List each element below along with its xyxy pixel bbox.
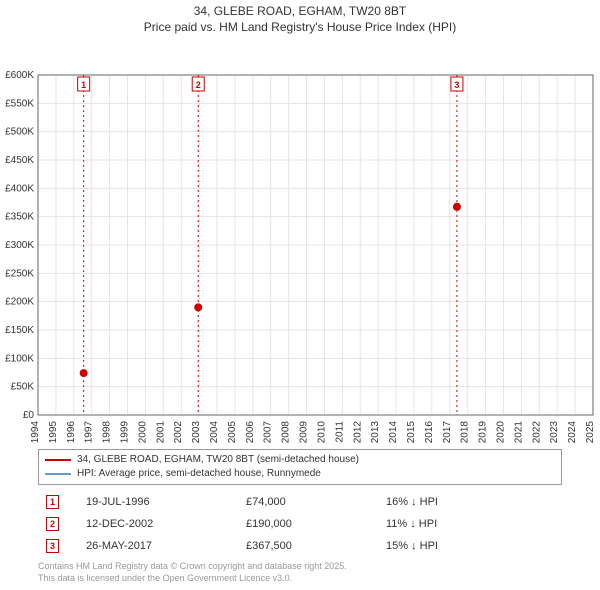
event-date: 19-JUL-1996 — [78, 491, 238, 513]
footer-line-1: Contains HM Land Registry data © Crown c… — [38, 561, 562, 573]
svg-text:2000: 2000 — [137, 421, 148, 444]
event-price: £367,500 — [238, 535, 378, 557]
legend-label-property: 34, GLEBE ROAD, EGHAM, TW20 8BT (semi-de… — [77, 453, 359, 467]
svg-text:1: 1 — [81, 80, 86, 90]
event-row: 1 19-JUL-1996£74,00016% ↓ HPI — [38, 491, 562, 513]
legend-box: 34, GLEBE ROAD, EGHAM, TW20 8BT (semi-de… — [38, 449, 562, 485]
svg-text:2025: 2025 — [585, 421, 596, 444]
svg-text:3: 3 — [454, 80, 459, 90]
svg-text:2004: 2004 — [209, 421, 220, 444]
price-chart: £0 £50K £100K £150K £200K £250K £300K £350K £400… — [0, 35, 600, 445]
svg-text:2008: 2008 — [281, 421, 292, 444]
title-block: 34, GLEBE ROAD, EGHAM, TW20 8BT Price pa… — [0, 0, 600, 35]
svg-text:2005: 2005 — [227, 421, 238, 444]
svg-text:1994: 1994 — [30, 421, 41, 444]
svg-text:1997: 1997 — [84, 421, 95, 444]
svg-text:2014: 2014 — [388, 421, 399, 444]
svg-text:2018: 2018 — [460, 421, 471, 444]
svg-text:£250K: £250K — [5, 269, 34, 280]
svg-text:2007: 2007 — [263, 421, 274, 444]
svg-text:2021: 2021 — [513, 421, 524, 444]
svg-text:2013: 2013 — [370, 421, 381, 444]
event-date: 12-DEC-2002 — [78, 513, 238, 535]
svg-text:£400K: £400K — [5, 184, 34, 195]
svg-text:2023: 2023 — [549, 421, 560, 444]
title-line-2: Price paid vs. HM Land Registry's House … — [0, 20, 600, 36]
svg-text:£550K: £550K — [5, 99, 34, 110]
events-table: 1 19-JUL-1996£74,00016% ↓ HPI 2 12-DEC-2002… — [38, 491, 562, 557]
event-hpi-diff: 11% ↓ HPI — [378, 513, 562, 535]
event-price: £190,000 — [238, 513, 378, 535]
svg-text:1996: 1996 — [66, 421, 77, 444]
svg-text:1995: 1995 — [48, 421, 59, 444]
svg-text:2001: 2001 — [155, 421, 166, 444]
svg-text:£500K: £500K — [5, 127, 34, 138]
svg-text:2006: 2006 — [245, 421, 256, 444]
svg-text:£300K: £300K — [5, 240, 34, 251]
svg-text:2016: 2016 — [424, 421, 435, 444]
svg-text:2022: 2022 — [531, 421, 542, 444]
event-row: 2 12-DEC-2002£190,00011% ↓ HPI — [38, 513, 562, 535]
svg-text:2011: 2011 — [334, 421, 345, 443]
svg-text:2012: 2012 — [352, 421, 363, 444]
svg-text:2003: 2003 — [191, 421, 202, 444]
event-marker: 3 — [46, 539, 59, 553]
svg-text:2: 2 — [196, 80, 201, 90]
event-hpi-diff: 16% ↓ HPI — [378, 491, 562, 513]
svg-text:2010: 2010 — [316, 421, 327, 444]
legend-swatch-property — [45, 459, 71, 461]
legend-swatch-hpi — [45, 473, 71, 475]
svg-text:£450K: £450K — [5, 155, 34, 166]
event-hpi-diff: 15% ↓ HPI — [378, 535, 562, 557]
svg-text:2009: 2009 — [299, 421, 310, 444]
footer-line-2: This data is licensed under the Open Gov… — [38, 573, 562, 585]
svg-text:1998: 1998 — [102, 421, 113, 444]
event-price: £74,000 — [238, 491, 378, 513]
svg-text:£150K: £150K — [5, 325, 34, 336]
svg-text:£100K: £100K — [5, 354, 34, 365]
event-marker: 1 — [46, 495, 59, 509]
svg-text:2017: 2017 — [442, 421, 453, 444]
svg-text:£200K: £200K — [5, 297, 34, 308]
footer-note: Contains HM Land Registry data © Crown c… — [38, 561, 562, 584]
event-row: 3 26-MAY-2017£367,50015% ↓ HPI — [38, 535, 562, 557]
svg-text:£350K: £350K — [5, 212, 34, 223]
svg-text:£0: £0 — [23, 410, 35, 421]
svg-text:2002: 2002 — [173, 421, 184, 444]
svg-text:2019: 2019 — [478, 421, 489, 444]
legend-label-hpi: HPI: Average price, semi-detached house,… — [77, 467, 321, 481]
legend-row-property: 34, GLEBE ROAD, EGHAM, TW20 8BT (semi-de… — [45, 453, 555, 467]
svg-text:£600K: £600K — [5, 70, 34, 81]
event-marker: 2 — [46, 517, 59, 531]
svg-text:2015: 2015 — [406, 421, 417, 444]
title-line-1: 34, GLEBE ROAD, EGHAM, TW20 8BT — [0, 4, 600, 20]
svg-text:£50K: £50K — [11, 382, 35, 393]
chart-container: 34, GLEBE ROAD, EGHAM, TW20 8BT Price pa… — [0, 0, 600, 590]
svg-text:2020: 2020 — [495, 421, 506, 444]
svg-text:1999: 1999 — [120, 421, 131, 444]
legend-row-hpi: HPI: Average price, semi-detached house,… — [45, 467, 555, 481]
event-date: 26-MAY-2017 — [78, 535, 238, 557]
svg-text:2024: 2024 — [567, 421, 578, 444]
